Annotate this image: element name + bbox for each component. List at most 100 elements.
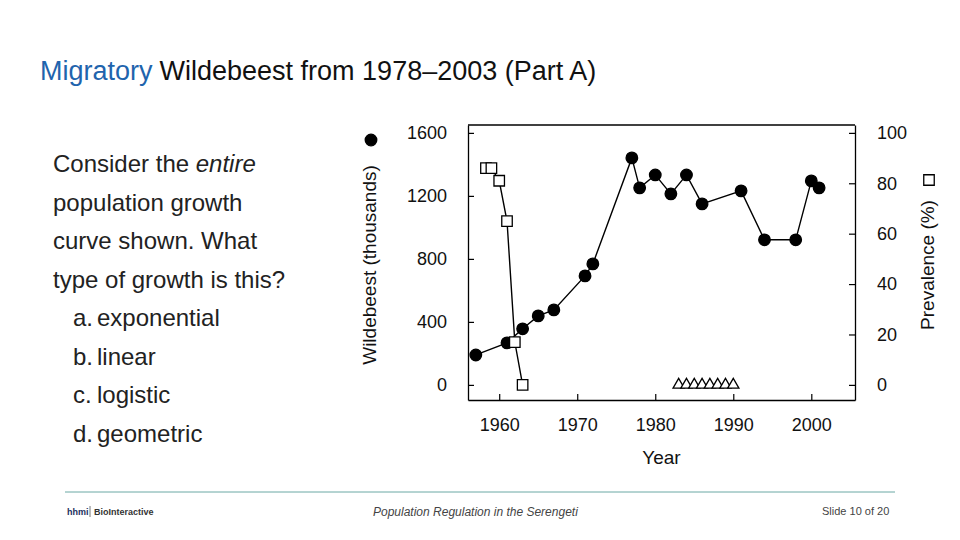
tick-label: 40: [877, 274, 897, 294]
option-letter: d.: [73, 420, 93, 447]
tick-label: 800: [417, 249, 447, 269]
data-point: [517, 323, 529, 335]
legend-marker: [924, 175, 934, 185]
plot-frame: [468, 124, 855, 125]
legend-marker: [365, 134, 377, 146]
series-line: [486, 168, 523, 385]
tick-label: 80: [877, 174, 897, 194]
tick-label: 1970: [558, 415, 598, 435]
tick: 100: [849, 123, 907, 143]
footer-rule: [65, 492, 895, 493]
plot-area: [470, 152, 825, 390]
option-text: logistic: [97, 381, 170, 408]
axis: 0 400 800 1200 1600: [407, 123, 474, 400]
axis: 0 20 40 60 80 100: [849, 123, 907, 400]
tick-label: 1200: [407, 186, 447, 206]
tick: 0: [849, 375, 887, 395]
series: [470, 152, 825, 361]
tick: 1200: [407, 186, 474, 206]
slide: MigratoryWildebeest from 1978–2003 (Part…: [0, 0, 960, 540]
data-point: [494, 176, 504, 186]
logo-hhmi: hhmi: [67, 507, 89, 517]
tick-label: 0: [877, 375, 887, 395]
question-line: type of growth is this?: [53, 266, 285, 293]
tick: 1990: [714, 394, 754, 435]
tick-mark: [499, 394, 500, 400]
y2-axis-title: Prevalence (%): [917, 200, 938, 330]
tick-label: 1600: [407, 123, 447, 143]
tick: 0: [437, 375, 474, 395]
logo-biointeractive: BioInteractive: [94, 507, 154, 517]
option-letter: c.: [73, 381, 92, 408]
option-text: exponential: [97, 304, 220, 331]
slide-number: Slide 10 of 20: [822, 505, 889, 517]
data-point: [502, 216, 512, 226]
tick: 2000: [792, 394, 832, 435]
tick-label: 60: [877, 224, 897, 244]
option-text: linear: [97, 343, 156, 370]
data-point: [665, 188, 677, 200]
tick: 20: [849, 325, 897, 345]
tick-mark: [468, 259, 474, 260]
tick: 400: [417, 312, 474, 332]
series: [481, 163, 528, 390]
tick-label: 100: [877, 123, 907, 143]
data-point: [813, 182, 825, 194]
tick-mark: [849, 183, 855, 184]
tick-mark: [849, 334, 855, 335]
data-point: [735, 185, 747, 197]
axis: 1960 1970 1980 1990 2000: [469, 394, 856, 435]
tick-label: 1960: [480, 415, 520, 435]
tick: 40: [849, 274, 897, 294]
question-line: curve shown. What: [53, 227, 257, 254]
data-point: [532, 310, 544, 322]
data-point: [587, 258, 599, 270]
tick-label: 2000: [792, 415, 832, 435]
question-line: Consider the entire: [53, 150, 256, 177]
data-point: [510, 337, 520, 347]
data-point: [634, 182, 646, 194]
tick-mark: [468, 133, 474, 134]
logo-separator: [90, 506, 91, 517]
y-axis-title: Wildebeest (thousands): [359, 165, 380, 365]
title: MigratoryWildebeest from 1978–2003 (Part…: [40, 56, 596, 86]
tick-mark: [849, 385, 855, 386]
tick-mark: [468, 322, 474, 323]
tick-mark: [468, 196, 474, 197]
series-line: [476, 158, 819, 355]
option-letter: b.: [73, 343, 93, 370]
question-line: population growth: [53, 189, 242, 216]
tick-mark: [733, 394, 734, 400]
tick: 1980: [636, 394, 676, 435]
tick: 1970: [558, 394, 598, 435]
chart: 1960 1970 1980 1990 2000 0 400 800 1200 1600 0 20 40…: [359, 123, 938, 468]
axis-line: [855, 126, 856, 401]
data-point: [681, 169, 693, 181]
data-point: [548, 304, 560, 316]
data-point: [579, 270, 591, 282]
tick-label: 0: [437, 375, 447, 395]
series: [673, 378, 739, 388]
tick-mark: [849, 284, 855, 285]
tick-label: 1980: [636, 415, 676, 435]
tick-mark: [811, 394, 812, 400]
tick-mark: [655, 394, 656, 400]
data-point: [696, 198, 708, 210]
tick: 80: [849, 174, 897, 194]
option-letter: a.: [73, 304, 93, 331]
data-point: [759, 234, 771, 246]
tick-label: 400: [417, 312, 447, 332]
axis-line: [469, 400, 856, 401]
tick-mark: [849, 133, 855, 134]
title-highlight: Migratory: [40, 56, 153, 86]
data-point: [486, 163, 496, 173]
option-text: geometric: [97, 420, 202, 447]
tick: 1960: [480, 394, 520, 435]
axis-line: [468, 126, 469, 401]
tick-label: 1990: [714, 415, 754, 435]
data-point: [517, 380, 527, 390]
title-rest: Wildebeest from 1978–2003 (Part A): [160, 56, 597, 86]
data-point: [790, 234, 802, 246]
tick-mark: [468, 385, 474, 386]
tick: 800: [417, 249, 474, 269]
